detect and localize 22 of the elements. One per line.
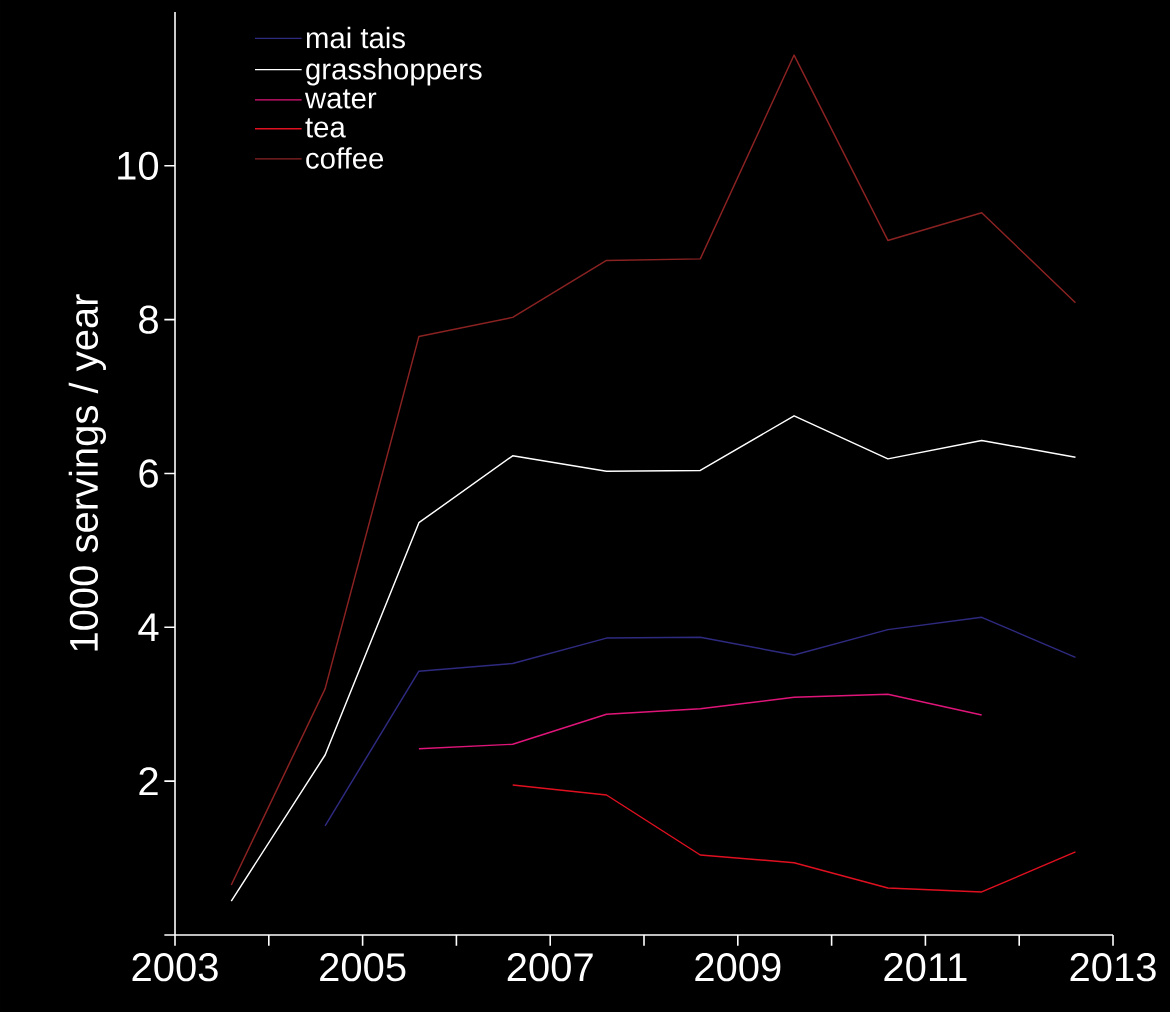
legend-label: water: [304, 89, 377, 109]
y-tick-label: 4: [138, 613, 159, 642]
x-tick-label: 2009: [695, 953, 781, 982]
legend-label: mai tais: [306, 26, 405, 49]
y-tick-label: 2: [139, 767, 158, 796]
y-tick-label: 6: [139, 459, 158, 488]
legend-label: tea: [305, 118, 346, 138]
y-axis-title: 1000 servings / year: [68, 294, 106, 651]
y-tick-label: 8: [139, 305, 158, 334]
y-tick-label: 10: [118, 151, 159, 180]
line-series: [230, 54, 1077, 886]
x-tick-label: 2003: [132, 953, 218, 982]
x-tick-label: 2011: [884, 953, 967, 982]
x-tick-label: 2005: [320, 953, 406, 982]
line-series: [418, 693, 983, 750]
x-tick-label: 2007: [507, 953, 593, 982]
legend-label: grasshoppers: [306, 58, 482, 86]
line-series: [324, 616, 1077, 827]
line-series: [511, 784, 1077, 893]
legend-label: coffee: [306, 147, 384, 169]
x-tick-label: 2013: [1070, 953, 1156, 982]
line-series: [230, 415, 1077, 902]
